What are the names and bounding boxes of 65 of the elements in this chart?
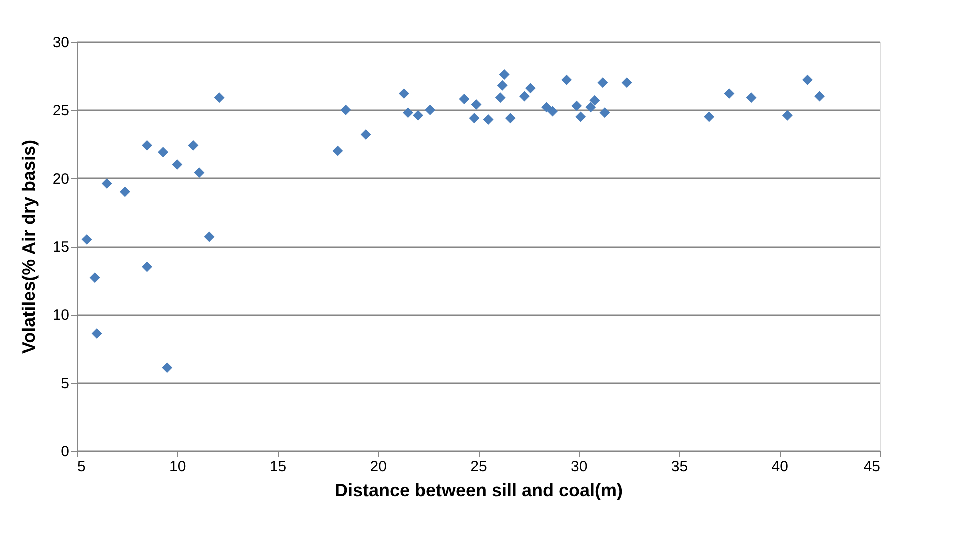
point — [497, 80, 508, 91]
point — [188, 140, 199, 151]
x-tick-label: 5 — [78, 458, 86, 476]
point — [548, 106, 558, 117]
point — [172, 159, 183, 170]
point — [814, 91, 826, 102]
x-tick-label: 10 — [170, 458, 186, 476]
point — [471, 99, 482, 110]
point — [525, 83, 536, 94]
point — [90, 272, 100, 284]
point — [704, 112, 715, 122]
x-tick-label: 15 — [270, 458, 287, 476]
point — [572, 100, 582, 112]
y-tick-label: 20 — [52, 170, 70, 188]
point — [398, 88, 410, 100]
point — [340, 104, 352, 116]
point — [142, 140, 153, 151]
point — [142, 262, 153, 272]
point — [92, 328, 102, 339]
point — [590, 95, 600, 106]
x-tick-label: 25 — [470, 458, 488, 476]
x-tick-label: 35 — [671, 458, 688, 476]
point — [724, 88, 735, 100]
point — [562, 74, 572, 86]
x-axis-title: Distance between sill and coal(m) — [334, 480, 624, 500]
point — [542, 102, 552, 113]
point — [162, 362, 173, 374]
y-tick-label: 30 — [52, 34, 70, 52]
point — [459, 94, 470, 105]
point — [746, 92, 757, 104]
point — [413, 110, 424, 121]
point — [194, 168, 205, 178]
point — [782, 110, 793, 121]
point — [204, 232, 215, 242]
x-tick-label: 45 — [864, 458, 880, 476]
y-tick-label: 10 — [52, 307, 70, 324]
x-tick-label: 40 — [772, 458, 788, 476]
point — [360, 129, 372, 140]
y-tick-label: 0 — [61, 444, 70, 460]
y-axis-title: Volatiles(% Air dry basis) — [18, 140, 39, 354]
point — [505, 113, 516, 124]
point — [483, 114, 494, 125]
point — [102, 178, 112, 190]
point — [120, 186, 130, 198]
y-tick-label: 5 — [61, 375, 70, 392]
point — [802, 74, 813, 86]
point — [519, 91, 530, 102]
point — [402, 108, 414, 118]
point — [598, 78, 608, 88]
point — [600, 108, 610, 118]
y-tick-label: 15 — [52, 239, 70, 256]
x-tick-label: 20 — [370, 458, 387, 476]
point — [622, 78, 632, 88]
point — [214, 92, 225, 104]
point — [499, 69, 510, 80]
point — [495, 92, 506, 104]
y-tick-label: 25 — [52, 102, 70, 120]
point — [332, 146, 344, 156]
x-tick-label: 30 — [571, 458, 588, 476]
point — [158, 147, 169, 158]
point — [576, 112, 586, 122]
point — [425, 104, 436, 116]
point — [469, 113, 480, 124]
point — [82, 234, 92, 245]
point — [586, 102, 596, 113]
